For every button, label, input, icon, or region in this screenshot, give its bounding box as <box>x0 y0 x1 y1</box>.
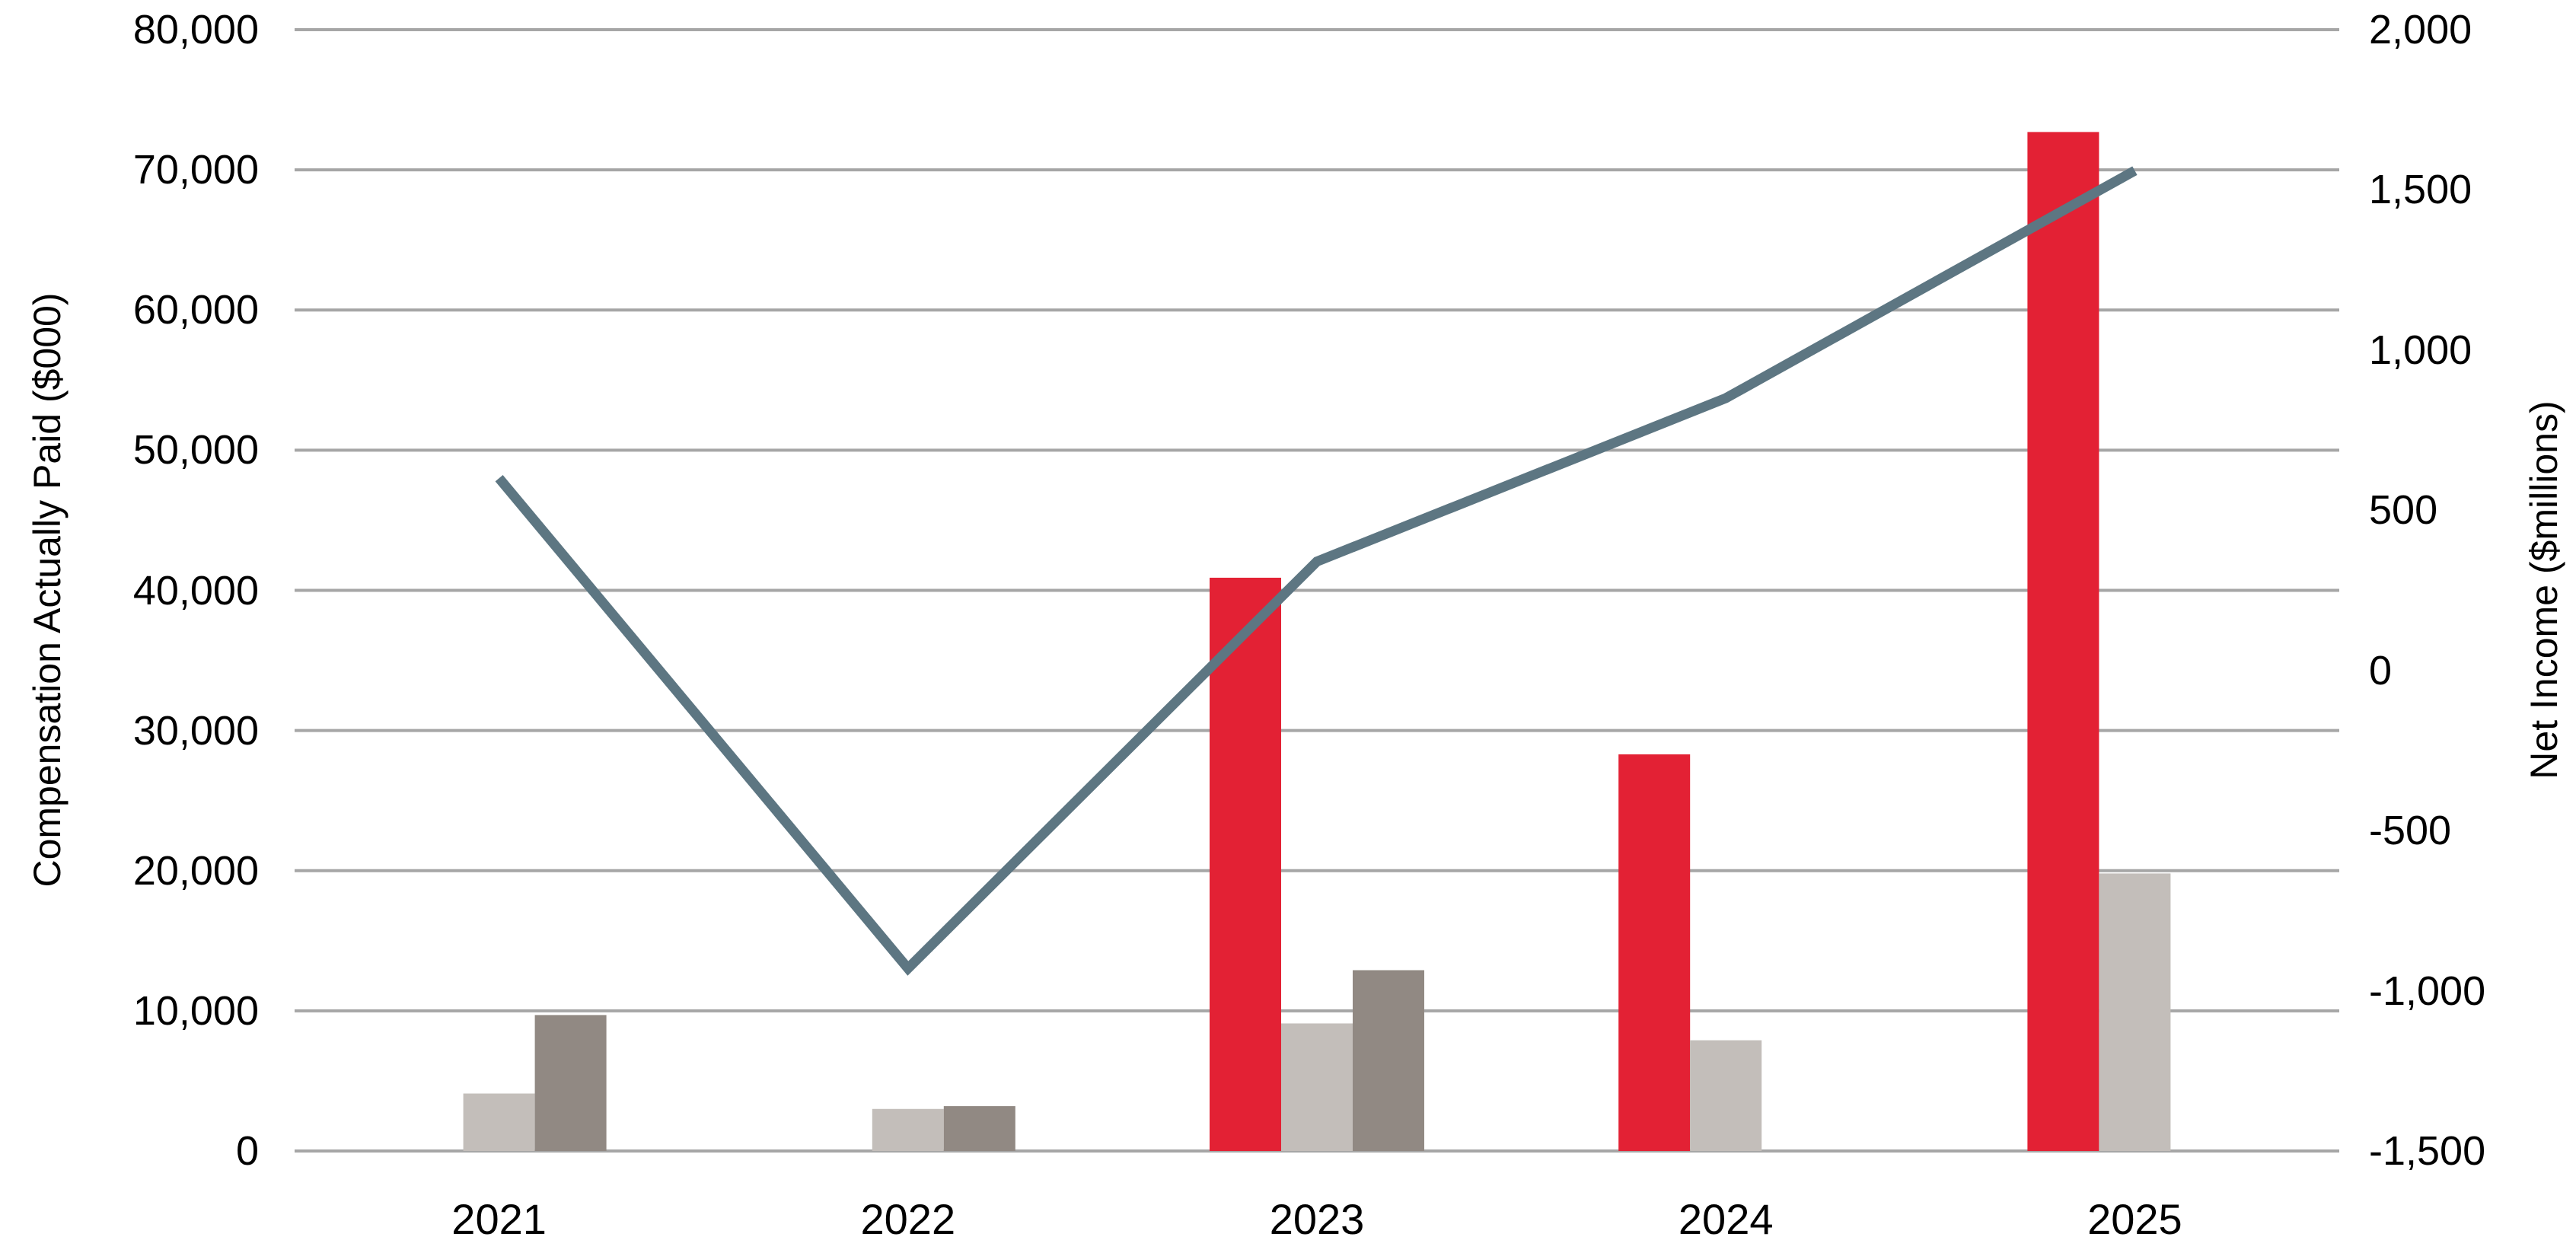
left-axis-tick-label: 60,000 <box>132 287 259 333</box>
light-gray-bars-2024 <box>1690 1040 1762 1151</box>
light-gray-bars-2022 <box>872 1108 944 1151</box>
dark-gray-bars-2022 <box>943 1106 1015 1151</box>
left-axis-tick-label: 70,000 <box>132 147 259 193</box>
right-axis-tick-label: 0 <box>2369 647 2393 693</box>
red-bars-2023 <box>1210 577 1281 1151</box>
light-gray-bars-2023 <box>1281 1023 1353 1151</box>
light-gray-bars-2021 <box>463 1093 535 1151</box>
right-axis-tick-label: 1,000 <box>2369 327 2472 373</box>
x-axis-tick-label: 2024 <box>1678 1195 1774 1243</box>
slate-line <box>495 166 2138 976</box>
x-axis-tick-label: 2023 <box>1269 1195 1365 1243</box>
x-axis-tick-label: 2022 <box>860 1195 956 1243</box>
x-axis-tick-label: 2025 <box>2087 1195 2182 1243</box>
right-axis-tick-label: -500 <box>2369 808 2452 854</box>
light-gray-bars-2025 <box>2099 873 2171 1151</box>
right-axis-tick-label: 1,500 <box>2369 167 2472 213</box>
right-axis-tick-label: 2,000 <box>2369 7 2472 53</box>
right-axis-tick-label: -1,500 <box>2369 1128 2486 1174</box>
dark-gray-bars-2023 <box>1353 970 1424 1151</box>
left-axis-tick-label: 30,000 <box>132 707 259 754</box>
left-axis-tick-label: 80,000 <box>132 7 259 53</box>
left-axis-tick-label: 0 <box>235 1128 259 1174</box>
red-bars-2025 <box>2027 132 2099 1151</box>
right-axis-tick-label: -1,000 <box>2369 968 2486 1014</box>
left-axis-tick-label: 50,000 <box>132 427 259 473</box>
right-axis-title: Net Income ($millions) <box>2523 400 2565 780</box>
left-axis-tick-label: 40,000 <box>132 567 259 614</box>
left-axis-tick-label: 20,000 <box>132 847 259 894</box>
red-bars-2024 <box>1618 754 1691 1151</box>
left-axis-title: Compensation Actually Paid ($000) <box>26 292 69 888</box>
x-axis-tick-label: 2021 <box>451 1195 547 1243</box>
dark-gray-bars-2021 <box>534 1015 607 1151</box>
left-axis-tick-label: 10,000 <box>132 987 259 1034</box>
right-axis-tick-label: 500 <box>2369 487 2438 534</box>
